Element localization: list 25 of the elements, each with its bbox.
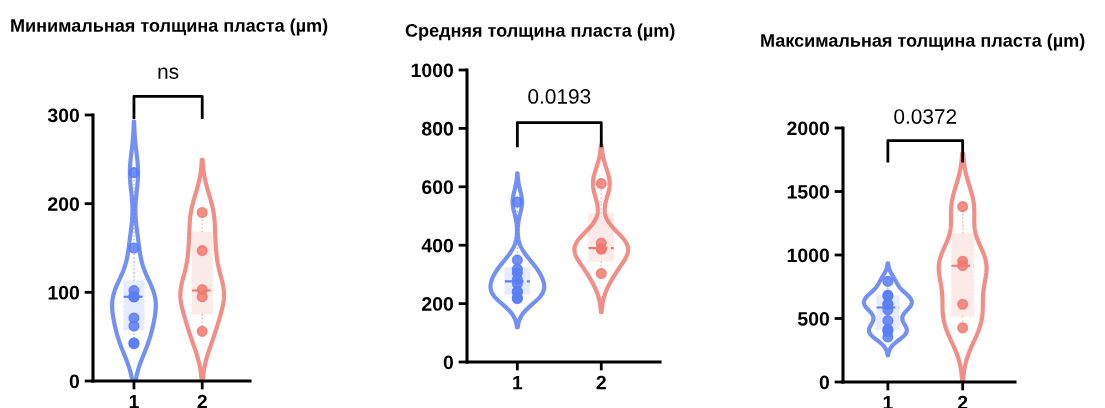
- y-tick-label: 1000: [787, 248, 830, 263]
- text: ns: [158, 67, 179, 79]
- y-tick-label: 0: [69, 374, 80, 389]
- y-tick-label: 0: [443, 355, 454, 370]
- x-tick-label: 2: [596, 375, 606, 390]
- y-tick-label: 100: [48, 285, 80, 300]
- y-tick-label: 200: [48, 197, 80, 211]
- annotation: 0.0193: [528, 89, 591, 104]
- chart-title: Средняя толщина пласта (µm): [405, 23, 675, 41]
- y-tick-label: 500: [797, 311, 830, 326]
- x-tick-label: 1: [129, 394, 139, 408]
- chart-title: Минимальная толщина пласта (µm): [11, 18, 328, 36]
- y-tick-label: 300: [47, 108, 80, 123]
- y-tick-label: 600: [422, 180, 454, 195]
- x-tick-label: 1: [513, 375, 523, 390]
- y-tick-label: 0: [819, 375, 830, 390]
- y-tick-label: 400: [421, 238, 454, 253]
- y-tick-label: 200: [422, 297, 454, 311]
- chart-title: Максимальная толщина пласта (µm): [761, 33, 1085, 51]
- y-tick-label: 1000: [411, 63, 454, 78]
- y-tick-label: 800: [421, 121, 454, 136]
- y-tick-label: 1500: [787, 184, 830, 199]
- y-tick-label: 2000: [787, 121, 830, 136]
- x-tick-label: 2: [197, 394, 207, 408]
- text: 0.0372: [894, 109, 957, 124]
